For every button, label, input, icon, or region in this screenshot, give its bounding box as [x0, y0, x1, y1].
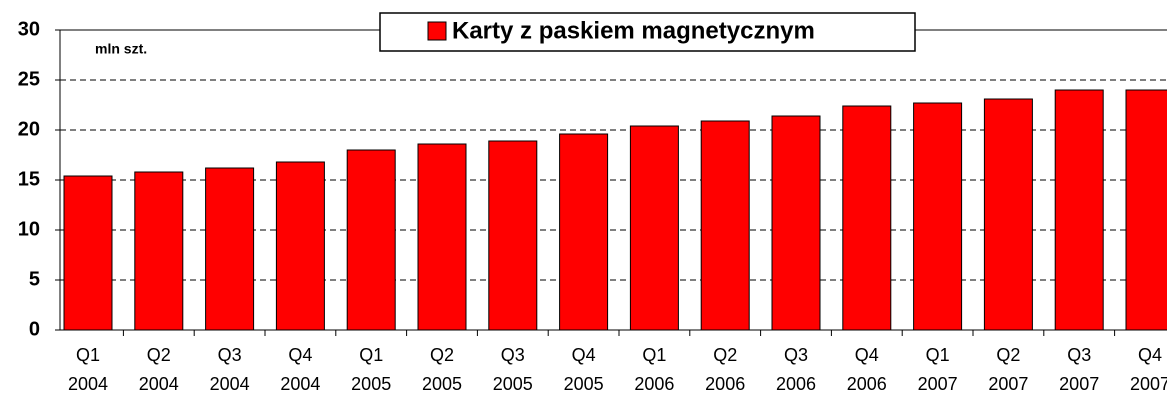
- x-tick-label: 2007: [1130, 374, 1167, 394]
- y-tick-label: 10: [18, 218, 40, 240]
- x-tick-label: Q1: [359, 345, 383, 365]
- bar: [417, 143, 467, 331]
- x-tick-label: Q2: [430, 345, 454, 365]
- x-tick-label: Q2: [147, 345, 171, 365]
- bar: [134, 171, 184, 331]
- x-tick-label: Q2: [713, 345, 737, 365]
- x-tick-label: 2006: [847, 374, 887, 394]
- bar: [275, 161, 325, 331]
- x-tick-label: Q3: [784, 345, 808, 365]
- x-tick-label: 2006: [705, 374, 745, 394]
- x-tick-label: 2005: [564, 374, 604, 394]
- bar: [629, 125, 679, 331]
- x-tick-label: 2005: [422, 374, 462, 394]
- x-tick-label: Q1: [642, 345, 666, 365]
- x-tick-label: 2004: [139, 374, 179, 394]
- x-tick-label: 2004: [280, 374, 320, 394]
- x-tick-label: 2005: [493, 374, 533, 394]
- legend-swatch: [427, 21, 447, 41]
- bar: [700, 120, 750, 331]
- x-tick-label: Q1: [76, 345, 100, 365]
- bar: [205, 167, 255, 331]
- x-tick-label: Q3: [1067, 345, 1091, 365]
- bar: [346, 149, 396, 331]
- bar: [559, 133, 609, 331]
- x-tick-label: Q4: [1138, 345, 1162, 365]
- x-tick-label: 2006: [776, 374, 816, 394]
- y-tick-label: 25: [18, 68, 40, 90]
- y-tick-label: 5: [29, 268, 40, 290]
- x-tick-label: 2007: [1059, 374, 1099, 394]
- x-tick-label: 2005: [351, 374, 391, 394]
- legend-box: [379, 12, 916, 52]
- y-tick-label: 0: [29, 318, 40, 340]
- y-tick-label: 30: [18, 18, 40, 40]
- x-tick-label: 2004: [68, 374, 108, 394]
- x-tick-label: Q3: [218, 345, 242, 365]
- bar: [842, 105, 892, 331]
- x-tick-label: 2007: [918, 374, 958, 394]
- x-tick-label: 2006: [634, 374, 674, 394]
- x-tick-label: 2004: [210, 374, 250, 394]
- bar: [63, 175, 113, 331]
- x-tick-label: Q3: [501, 345, 525, 365]
- y-tick-label: 20: [18, 118, 40, 140]
- unit-annotation: mln szt.: [95, 41, 147, 57]
- bar: [983, 98, 1033, 331]
- x-tick-label: Q2: [996, 345, 1020, 365]
- y-tick-label: 15: [18, 168, 40, 190]
- bar: [1054, 89, 1104, 331]
- bar: [771, 115, 821, 331]
- bar: [913, 102, 963, 331]
- x-tick-label: Q1: [926, 345, 950, 365]
- x-tick-label: Q4: [572, 345, 596, 365]
- bar: [488, 140, 538, 331]
- legend-label: Karty z paskiem magnetycznym: [452, 17, 815, 44]
- x-tick-label: 2007: [988, 374, 1028, 394]
- x-tick-label: Q4: [855, 345, 879, 365]
- x-tick-label: Q4: [288, 345, 312, 365]
- bar: [1125, 89, 1167, 331]
